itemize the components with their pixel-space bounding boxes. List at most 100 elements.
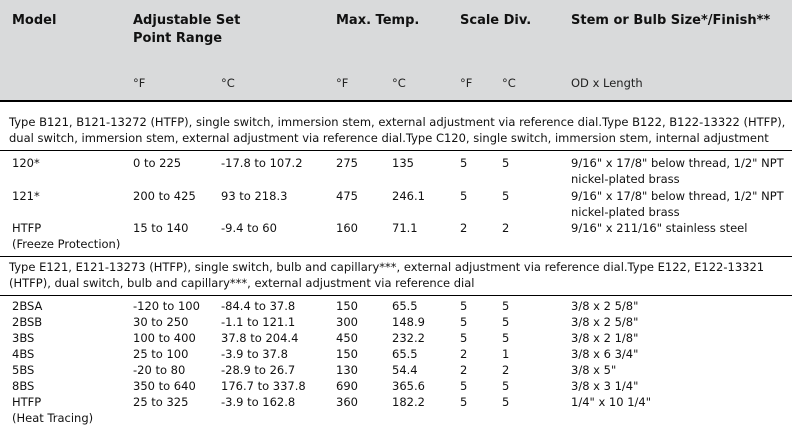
unit-scale-f: °F [460, 76, 473, 90]
cell-range-f: 25 to 100 [133, 347, 189, 361]
cell-stem: 9/16" x 17/8" below thread, 1/2" NPT [571, 156, 784, 170]
cell-temp-f: 130 [336, 363, 358, 377]
cell-scale-f: 5 [460, 299, 468, 313]
cell-scale-c: 2 [502, 363, 510, 377]
cell-model: 4BS [12, 347, 35, 361]
cell-range-c: -17.8 to 107.2 [221, 156, 303, 170]
cell-temp-f: 360 [336, 395, 358, 409]
table-row: 8BS 350 to 640 176.7 to 337.8 690 365.6 … [0, 378, 792, 394]
cell-model: 120* [12, 156, 40, 170]
cell-model-note: (Freeze Protection) [12, 237, 121, 251]
table-row: 2BSB 30 to 250 -1.1 to 121.1 300 148.9 5… [0, 314, 792, 330]
cell-temp-f: 160 [336, 221, 358, 235]
cell-scale-c: 5 [502, 299, 510, 313]
section2-rule [0, 295, 792, 296]
table-header: Model Adjustable Set Point Range Max. Te… [0, 0, 792, 100]
cell-stem: 9/16" x 17/8" below thread, 1/2" NPT [571, 189, 784, 203]
cell-scale-f: 5 [460, 156, 468, 170]
cell-scale-c: 1 [502, 347, 510, 361]
cell-temp-c: 65.5 [392, 347, 418, 361]
cell-scale-c: 5 [502, 156, 510, 170]
table-row: HTFP 25 to 325 -3.9 to 162.8 360 182.2 5… [0, 394, 792, 410]
cell-range-f: 200 to 425 [133, 189, 196, 203]
cell-range-f: 30 to 250 [133, 315, 189, 329]
table-row: 4BS 25 to 100 -3.9 to 37.8 150 65.5 2 1 … [0, 346, 792, 362]
table-row: 2BSA -120 to 100 -84.4 to 37.8 150 65.5 … [0, 298, 792, 314]
cell-range-c: 93 to 218.3 [221, 189, 288, 203]
cell-temp-c: 71.1 [392, 221, 418, 235]
cell-scale-c: 2 [502, 221, 510, 235]
cell-scale-f: 5 [460, 189, 468, 203]
cell-scale-f: 5 [460, 331, 468, 345]
cell-model: 2BSA [12, 299, 43, 313]
cell-range-c: -9.4 to 60 [221, 221, 277, 235]
cell-range-c: -84.4 to 37.8 [221, 299, 296, 313]
header-scale-div: Scale Div. [460, 13, 532, 28]
cell-range-f: -120 to 100 [133, 299, 200, 313]
cell-stem: 1/4" x 10 1/4" [571, 395, 652, 409]
cell-stem: 3/8 x 3 1/4" [571, 379, 639, 393]
cell-stem: 3/8 x 2 1/8" [571, 331, 639, 345]
cell-stem: 3/8 x 5" [571, 363, 617, 377]
cell-range-c: -28.9 to 26.7 [221, 363, 296, 377]
cell-range-c: 176.7 to 337.8 [221, 379, 306, 393]
unit-stem: OD x Length [571, 76, 643, 90]
unit-scale-c: °C [502, 76, 516, 90]
cell-stem: 9/16" x 211/16" stainless steel [571, 221, 748, 235]
cell-range-f: 0 to 225 [133, 156, 182, 170]
cell-scale-f: 2 [460, 347, 468, 361]
cell-model: 3BS [12, 331, 35, 345]
cell-scale-f: 5 [460, 315, 468, 329]
cell-scale-c: 5 [502, 331, 510, 345]
cell-model: 5BS [12, 363, 35, 377]
cell-range-f: -20 to 80 [133, 363, 186, 377]
cell-stem-finish: nickel-plated brass [571, 205, 680, 219]
cell-scale-f: 5 [460, 379, 468, 393]
cell-stem: 3/8 x 2 5/8" [571, 315, 639, 329]
cell-temp-c: 135 [392, 156, 414, 170]
header-range-line1: Adjustable Set [133, 13, 241, 28]
cell-range-f: 25 to 325 [133, 395, 189, 409]
cell-range-c: -3.9 to 162.8 [221, 395, 296, 409]
unit-temp-f: °F [336, 76, 349, 90]
cell-temp-f: 475 [336, 189, 358, 203]
cell-temp-c: 182.2 [392, 395, 425, 409]
table-row: 5BS -20 to 80 -28.9 to 26.7 130 54.4 2 2… [0, 362, 792, 378]
table-row: HTFP 15 to 140 -9.4 to 60 160 71.1 2 2 9… [0, 220, 792, 236]
cell-range-c: -3.9 to 37.8 [221, 347, 288, 361]
cell-model: HTFP [12, 395, 42, 409]
cell-temp-f: 150 [336, 347, 358, 361]
cell-temp-f: 450 [336, 331, 358, 345]
header-stem: Stem or Bulb Size*/Finish** [571, 13, 771, 28]
cell-model: 2BSB [12, 315, 43, 329]
table-row: 121* 200 to 425 93 to 218.3 475 246.1 5 … [0, 188, 792, 204]
cell-stem: 3/8 x 2 5/8" [571, 299, 639, 313]
cell-scale-f: 5 [460, 395, 468, 409]
cell-model: 8BS [12, 379, 35, 393]
table-row: 3BS 100 to 400 37.8 to 204.4 450 232.2 5… [0, 330, 792, 346]
section2-top-rule [0, 256, 792, 257]
cell-range-c: -1.1 to 121.1 [221, 315, 296, 329]
cell-temp-f: 300 [336, 315, 358, 329]
cell-stem-finish: nickel-plated brass [571, 172, 680, 186]
cell-range-f: 15 to 140 [133, 221, 189, 235]
cell-temp-c: 246.1 [392, 189, 425, 203]
section1-title: Type B121, B121-13272 (HTFP), single swi… [9, 115, 786, 145]
cell-temp-c: 65.5 [392, 299, 418, 313]
header-model: Model [12, 13, 57, 28]
cell-scale-c: 5 [502, 189, 510, 203]
table-row: 120* 0 to 225 -17.8 to 107.2 275 135 5 5… [0, 155, 792, 171]
cell-scale-c: 5 [502, 395, 510, 409]
cell-range-f: 100 to 400 [133, 331, 196, 345]
cell-scale-f: 2 [460, 221, 468, 235]
cell-model-note: (Heat Tracing) [12, 411, 94, 425]
unit-range-c: °C [221, 76, 235, 90]
cell-temp-c: 148.9 [392, 315, 425, 329]
cell-temp-c: 232.2 [392, 331, 425, 345]
cell-temp-f: 275 [336, 156, 358, 170]
cell-range-c: 37.8 to 204.4 [221, 331, 299, 345]
section2-title: Type E121, E121-13273 (HTFP), single swi… [9, 260, 765, 290]
cell-temp-f: 690 [336, 379, 358, 393]
header-range-line2: Point Range [133, 31, 223, 46]
